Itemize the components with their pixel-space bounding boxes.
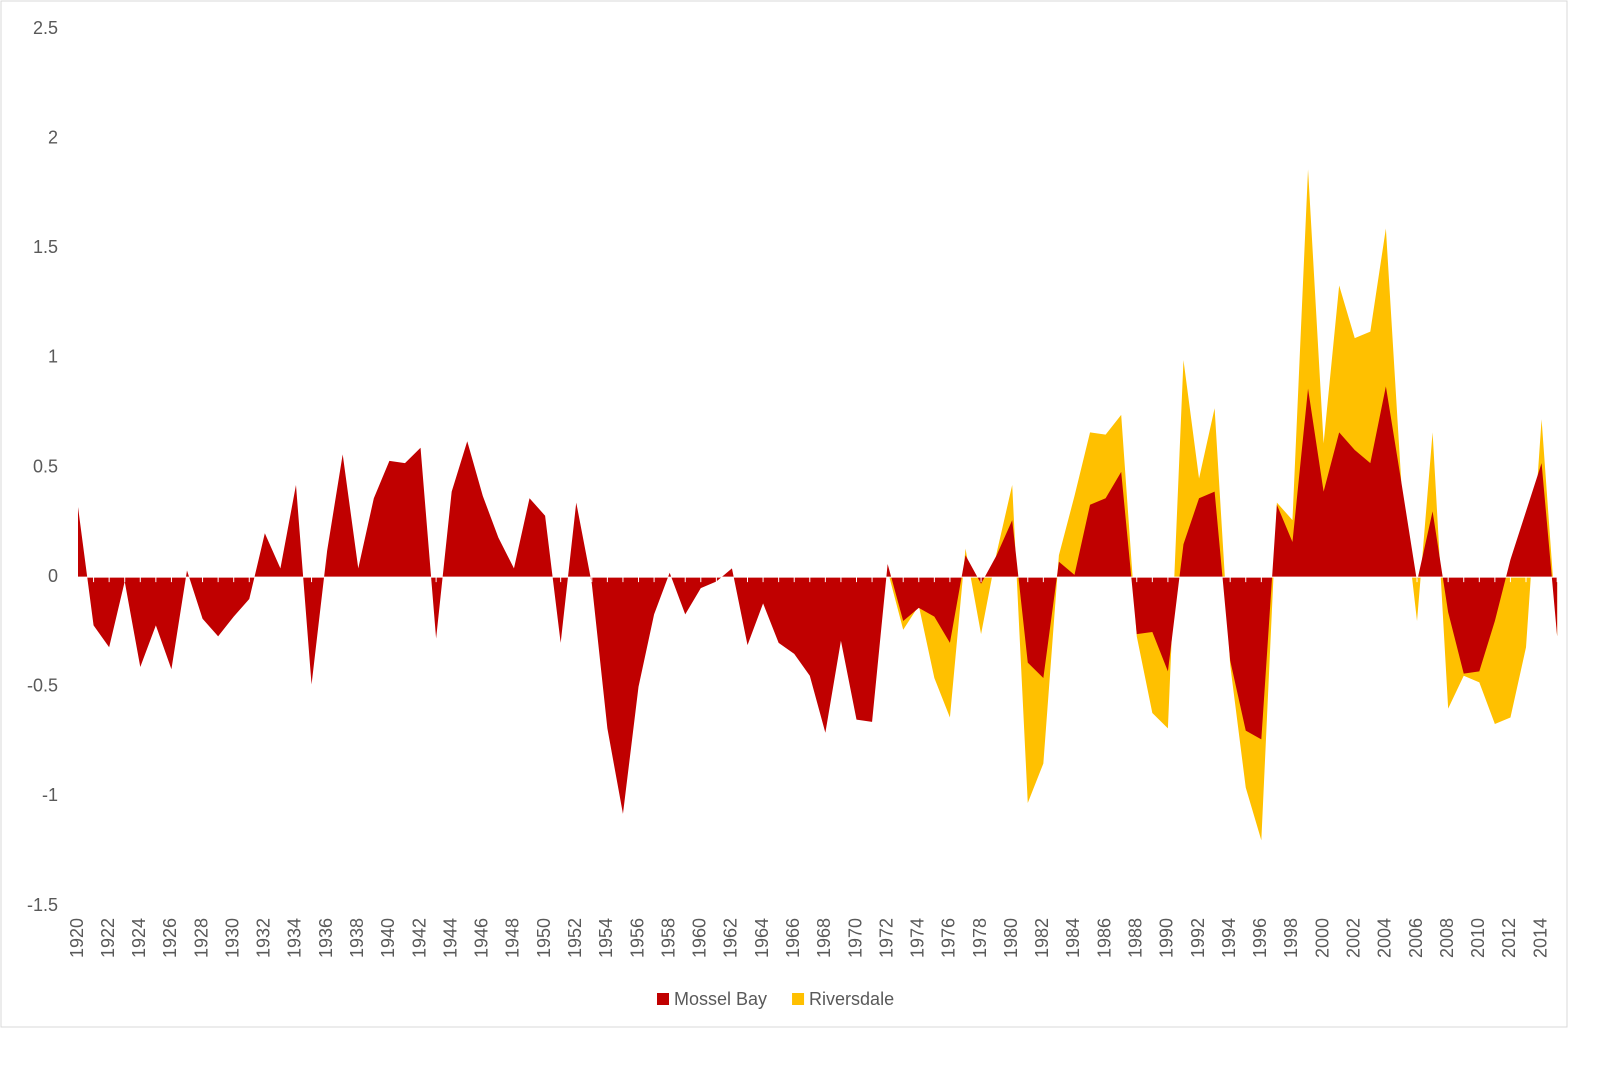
x-tick-label: 2002: [1343, 918, 1363, 958]
x-tick-label: 1978: [970, 918, 990, 958]
x-tick-label: 1968: [814, 918, 834, 958]
y-tick-label: 1: [48, 347, 58, 367]
x-tick-label: 1948: [503, 918, 523, 958]
x-tick-label: 1954: [596, 918, 616, 958]
x-tick-label: 1924: [129, 918, 149, 958]
x-tick-label: 1964: [752, 918, 772, 958]
x-tick-label: 1932: [254, 918, 274, 958]
x-tick-label: 1960: [690, 918, 710, 958]
x-tick-label: 1922: [98, 918, 118, 958]
legend-swatch: [657, 993, 669, 1005]
x-tick-label: 1992: [1188, 918, 1208, 958]
x-tick-label: 1944: [440, 918, 460, 958]
area: [78, 386, 1558, 814]
x-tick-label: 1986: [1094, 918, 1114, 958]
x-tick-label: 1956: [627, 918, 647, 958]
x-tick-label: 1998: [1281, 918, 1301, 958]
x-tick-label: 1988: [1126, 918, 1146, 958]
x-tick-label: 1990: [1157, 918, 1177, 958]
y-tick-label: -1: [42, 785, 58, 805]
y-tick-label: 1.5: [33, 237, 58, 257]
x-tick-label: 1946: [472, 918, 492, 958]
x-tick-label: 1962: [721, 918, 741, 958]
x-tick-label: 1984: [1063, 918, 1083, 958]
legend-label: Riversdale: [809, 989, 894, 1009]
x-tick-label: 1920: [67, 918, 87, 958]
x-tick-label: 1996: [1250, 918, 1270, 958]
x-tick-label: 1936: [316, 918, 336, 958]
x-tick-label: 1926: [160, 918, 180, 958]
x-tick-label: 1938: [347, 918, 367, 958]
x-tick-label: 1958: [658, 918, 678, 958]
y-tick-label: 2.5: [33, 18, 58, 38]
x-tick-label: 1970: [845, 918, 865, 958]
x-tick-label: 2006: [1406, 918, 1426, 958]
y-tick-label: 0.5: [33, 456, 58, 476]
y-tick-label: -0.5: [27, 676, 58, 696]
x-tick-label: 1982: [1032, 918, 1052, 958]
x-tick-label: 1974: [908, 918, 928, 958]
x-tick-label: 1950: [534, 918, 554, 958]
x-tick-label: 1976: [939, 918, 959, 958]
x-tick-label: 2010: [1468, 918, 1488, 958]
x-tick-label: 2004: [1375, 918, 1395, 958]
x-tick-label: 1966: [783, 918, 803, 958]
x-tick-label: 1928: [191, 918, 211, 958]
x-tick-label: 1934: [285, 918, 305, 958]
x-tick-label: 2014: [1530, 918, 1550, 958]
x-tick-label: 2012: [1499, 918, 1519, 958]
y-tick-label: -1.5: [27, 895, 58, 915]
legend-label: Mossel Bay: [674, 989, 767, 1009]
y-tick-label: 0: [48, 566, 58, 586]
area: [887, 169, 1558, 841]
x-tick-label: 1942: [409, 918, 429, 958]
x-tick-label: 2000: [1312, 918, 1332, 958]
x-tick-label: 1972: [876, 918, 896, 958]
x-tick-label: 1930: [222, 918, 242, 958]
y-tick-label: 2: [48, 127, 58, 147]
x-tick-label: 1980: [1001, 918, 1021, 958]
legend-swatch: [792, 993, 805, 1005]
x-tick-label: 1994: [1219, 918, 1239, 958]
x-tick-label: 2008: [1437, 918, 1457, 958]
x-tick-label: 1940: [378, 918, 398, 958]
x-tick-label: 1952: [565, 918, 585, 958]
